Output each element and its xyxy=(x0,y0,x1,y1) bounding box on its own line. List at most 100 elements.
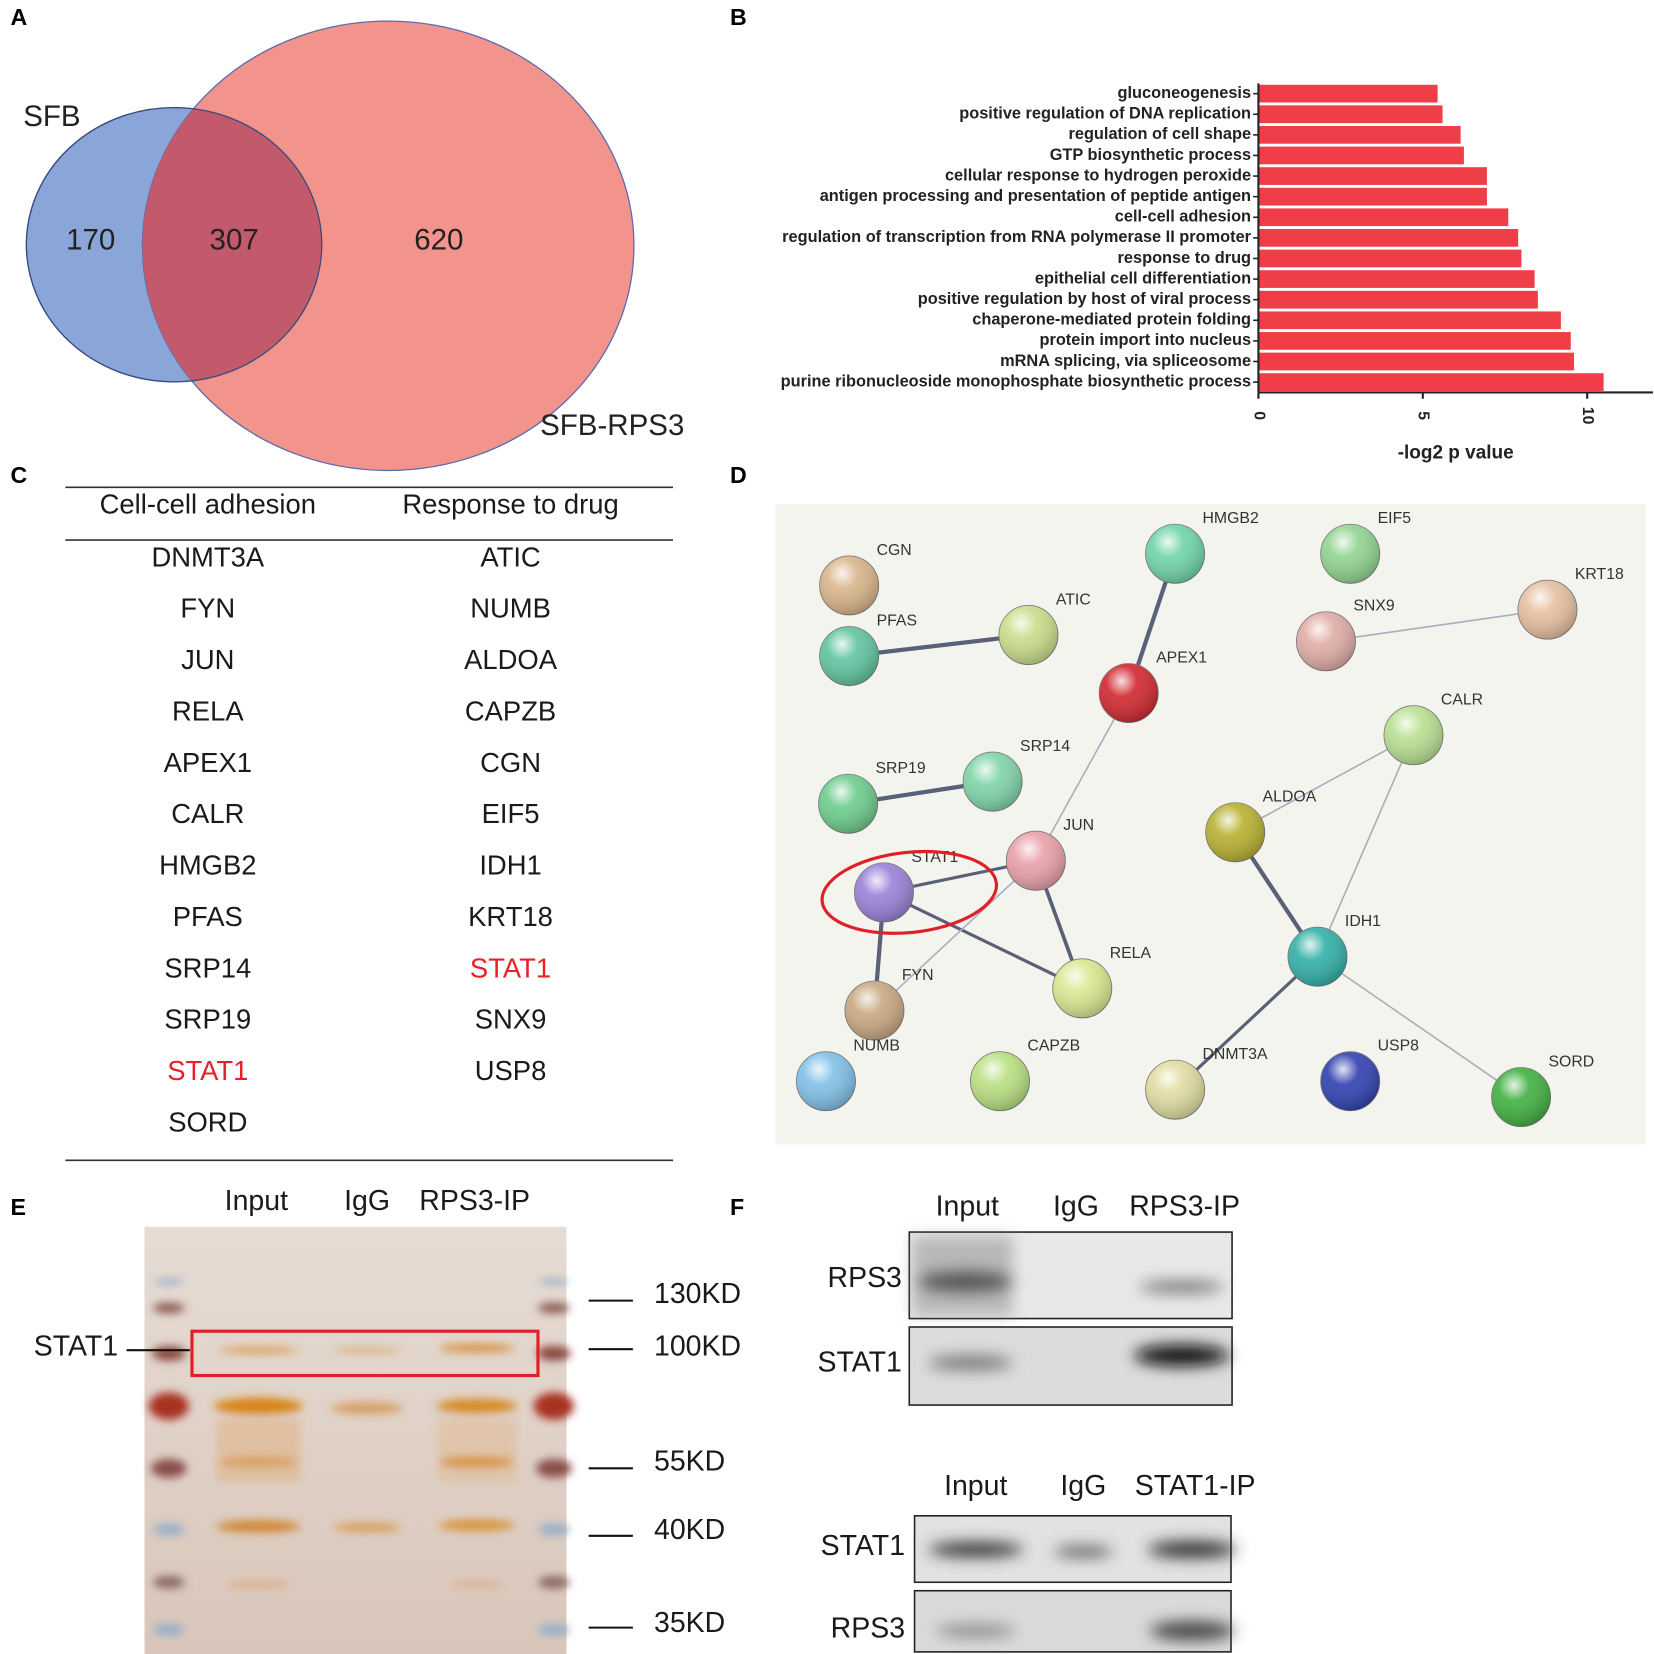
node-label: EIF5 xyxy=(1378,510,1412,527)
node-gloss xyxy=(1320,1051,1380,1111)
table-cell: HMGB2 xyxy=(159,850,256,881)
node-gloss xyxy=(818,774,878,834)
bar xyxy=(1258,290,1538,309)
row-label: STAT1 xyxy=(818,1346,902,1378)
gel: STAT1 Input IgG RPS3-IP 130KD 100KD 55KD… xyxy=(34,1185,741,1654)
node-label: DNMT3A xyxy=(1203,1046,1268,1063)
network: CGN PFAS ATIC HMGB2 EIF5 KRT18 SNX9 APEX1 CALR SR… xyxy=(795,510,1624,1127)
table-cell: NUMB xyxy=(470,593,551,624)
y-tick-label: gluconeogenesis xyxy=(1118,84,1252,102)
node-label: USP8 xyxy=(1378,1038,1420,1055)
node-label: FYN xyxy=(902,967,934,984)
y-tick-label: response to drug xyxy=(1118,249,1251,267)
node-gloss xyxy=(1383,705,1444,765)
table-cell: SORD xyxy=(168,1106,247,1137)
table-cell: SRP19 xyxy=(164,1004,251,1035)
node-gloss xyxy=(819,555,879,615)
row-label: RPS3 xyxy=(828,1262,902,1294)
node-gloss xyxy=(970,1051,1030,1111)
highlight-ellipse xyxy=(820,849,999,935)
network-edge xyxy=(1316,734,1415,958)
node-label: KRT18 xyxy=(1575,566,1624,583)
venn-diagram: SFB SFB-RPS3 170 307 620 xyxy=(23,20,684,472)
bar-chart: gluconeogenesis positive regulation of DN… xyxy=(781,83,1653,425)
set-label: SFB-RPS3 xyxy=(540,409,684,442)
table-cell: SRP14 xyxy=(164,952,251,983)
table-cell: CGN xyxy=(480,747,541,778)
panel-label: D xyxy=(730,462,747,488)
bar xyxy=(1258,373,1604,391)
row-label: STAT1 xyxy=(821,1530,905,1562)
panel-label: C xyxy=(11,462,28,488)
network-edge xyxy=(1325,608,1548,643)
node-label: CALR xyxy=(1441,692,1483,709)
node-gloss xyxy=(1099,663,1159,723)
lane-label: IgG xyxy=(1060,1470,1106,1502)
node-label: APEX1 xyxy=(1156,649,1207,666)
count-label: 170 xyxy=(66,223,115,256)
x-axis-label: -log2 p value xyxy=(1398,443,1514,464)
panel-label: E xyxy=(11,1194,26,1220)
column-header: Response to drug xyxy=(402,489,618,520)
node-gloss xyxy=(1287,927,1348,987)
marker-label: 55KD xyxy=(654,1446,725,1478)
node-gloss xyxy=(819,626,879,686)
node-gloss xyxy=(1205,802,1265,862)
table-cell: CALR xyxy=(171,798,244,829)
y-tick-label: regulation of transcription from RNA pol… xyxy=(782,228,1252,246)
y-tick-label: cellular response to hydrogen peroxide xyxy=(945,166,1251,184)
node-gloss xyxy=(1145,1060,1205,1120)
x-tick-label: 5 xyxy=(1415,411,1432,420)
lane-label: Input xyxy=(944,1470,1007,1502)
node-gloss xyxy=(1006,831,1066,891)
marker-label: 130KD xyxy=(654,1278,741,1310)
node-label: HMGB2 xyxy=(1203,510,1259,527)
node-label: CGN xyxy=(877,542,912,559)
marker-label: 40KD xyxy=(654,1514,725,1546)
x-tick-label: 0 xyxy=(1250,411,1267,420)
lane-label: IgG xyxy=(1053,1190,1099,1222)
y-tick-label: GTP biosynthetic process xyxy=(1050,146,1251,164)
bar xyxy=(1258,208,1509,227)
table-cell: USP8 xyxy=(475,1055,547,1086)
network-edge xyxy=(848,632,1029,659)
table-cell: SNX9 xyxy=(475,1004,547,1035)
table-cell: ATIC xyxy=(480,541,540,572)
node-label: RELA xyxy=(1110,945,1152,962)
node-gloss xyxy=(1517,580,1577,640)
node-label: SORD xyxy=(1549,1053,1595,1070)
lane-label: RPS3-IP xyxy=(1129,1190,1240,1222)
table-cell: JUN xyxy=(181,644,234,675)
table-cell: ALDOA xyxy=(464,644,558,675)
table-cell: EIF5 xyxy=(482,798,540,829)
node-gloss xyxy=(1145,524,1205,584)
table-cell: APEX1 xyxy=(164,747,252,778)
table-cell: CAPZB xyxy=(465,695,556,726)
node-gloss xyxy=(1491,1067,1551,1127)
network-edge xyxy=(873,860,1037,1012)
lane-label: STAT1-IP xyxy=(1135,1470,1256,1502)
bar xyxy=(1258,270,1535,288)
bar xyxy=(1258,229,1519,247)
network-edge xyxy=(1234,734,1414,833)
node-gloss xyxy=(1320,524,1380,584)
set-label: SFB xyxy=(23,100,80,133)
node-label: SNX9 xyxy=(1353,598,1395,615)
network-edge xyxy=(883,890,1083,990)
node-label: JUN xyxy=(1063,817,1094,834)
y-tick-label: cell-cell adhesion xyxy=(1115,208,1251,226)
bar xyxy=(1258,146,1464,165)
table-cell: RELA xyxy=(172,695,244,726)
count-label: 307 xyxy=(210,223,259,256)
node-label: ALDOA xyxy=(1263,789,1317,806)
y-tick-label: purine ribonucleoside monophosphate bios… xyxy=(781,372,1251,390)
y-tick-label: chaperone-mediated protein folding xyxy=(972,311,1251,329)
panel-label: F xyxy=(730,1194,744,1220)
bar xyxy=(1258,84,1438,103)
node-label: CAPZB xyxy=(1027,1038,1080,1055)
row-label: RPS3 xyxy=(831,1612,905,1644)
node-label: IDH1 xyxy=(1345,913,1381,930)
table-cell: STAT1 xyxy=(470,952,551,983)
node-label: PFAS xyxy=(877,612,917,629)
